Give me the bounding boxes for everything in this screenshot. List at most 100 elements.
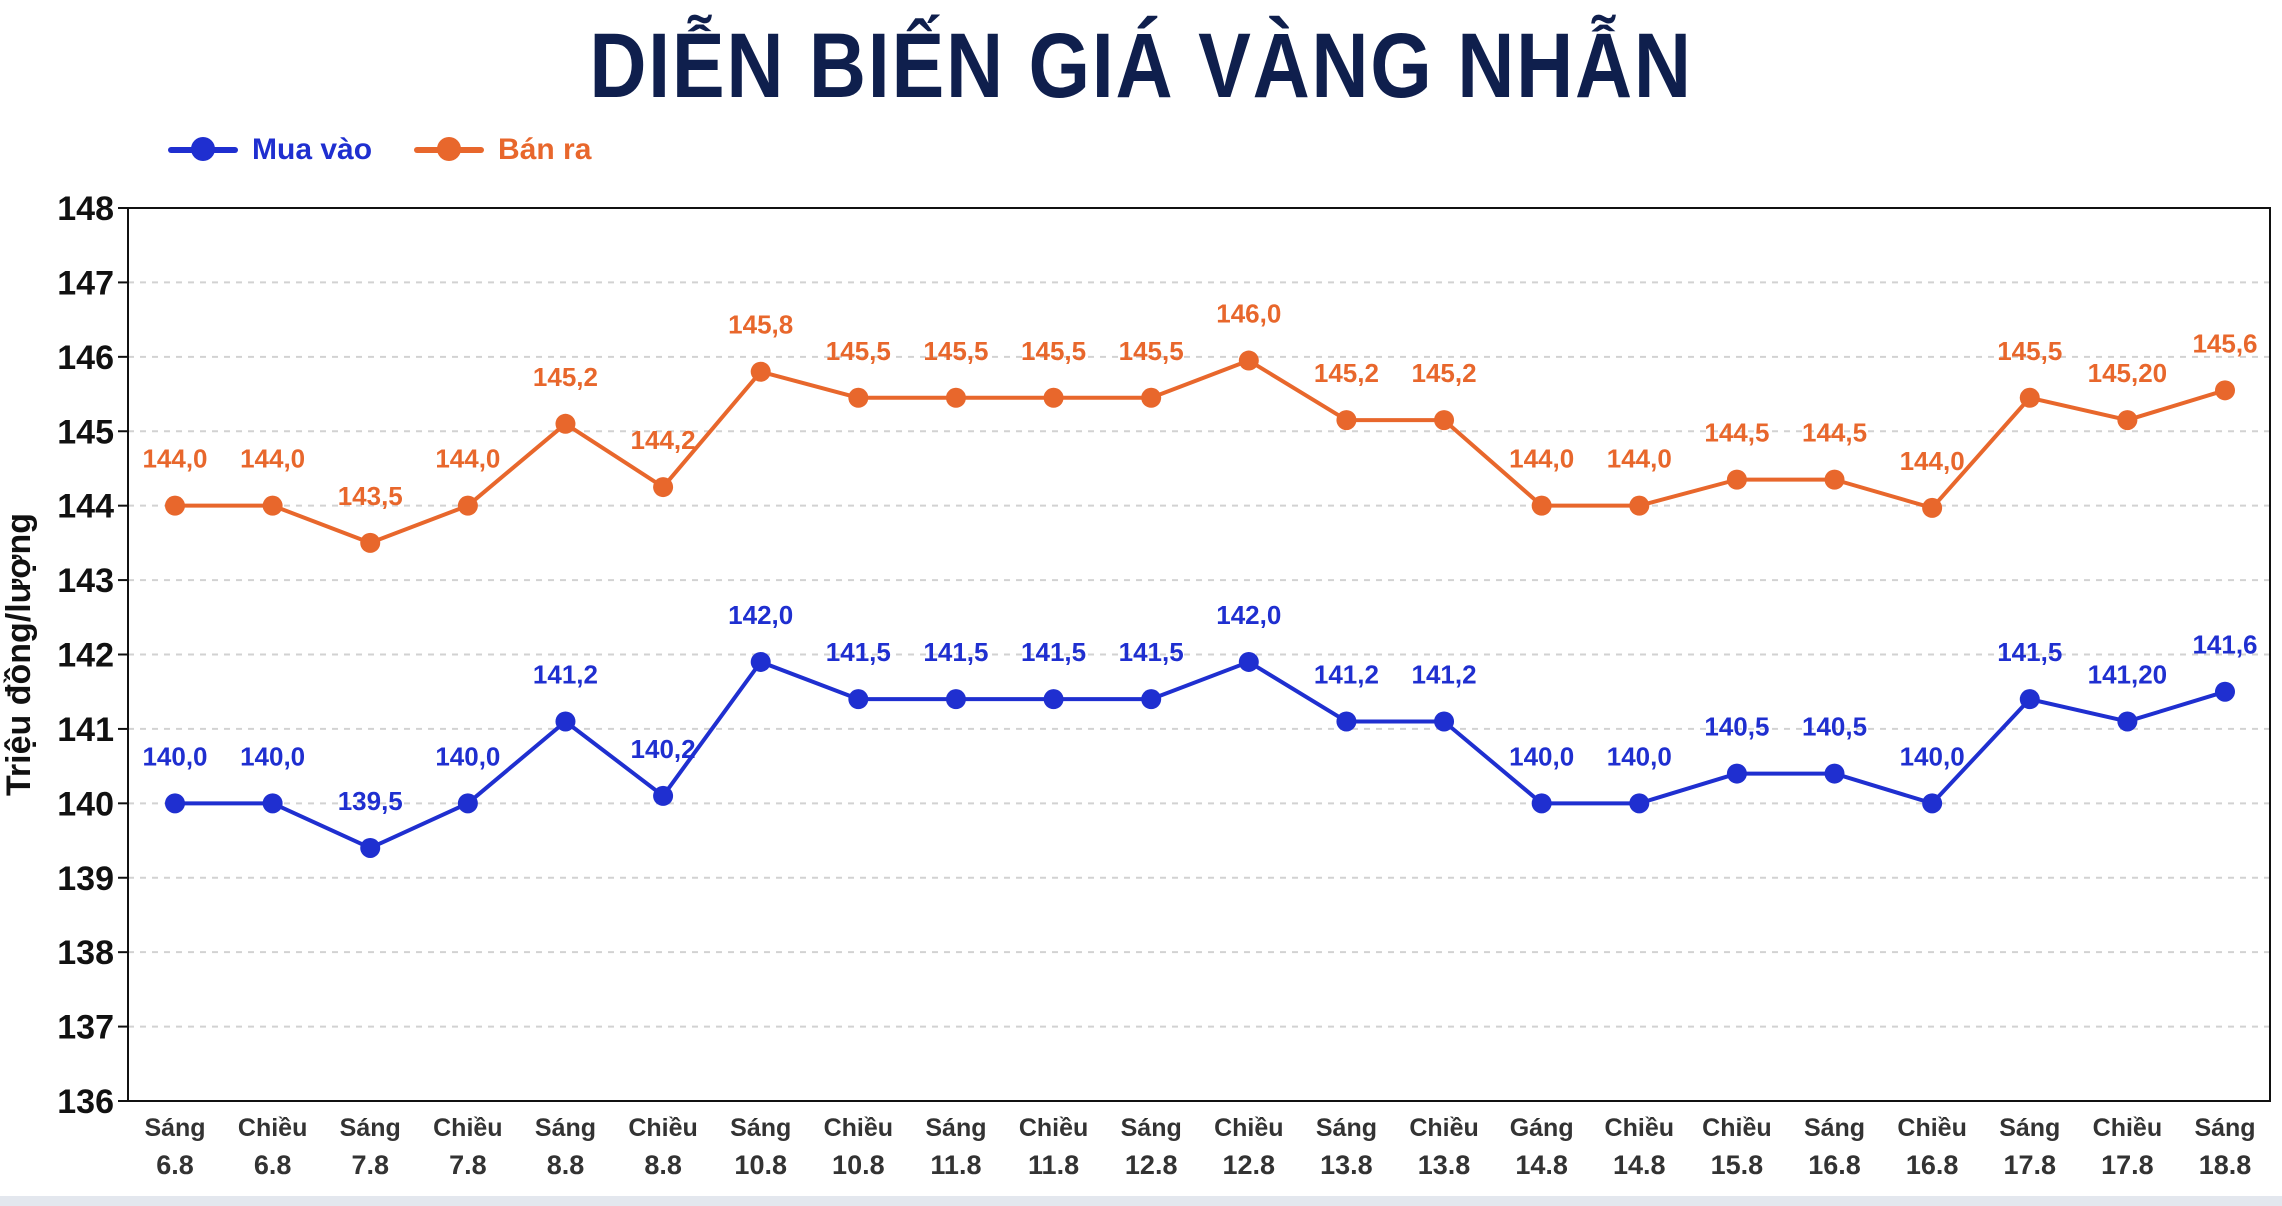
data-point xyxy=(2117,410,2138,431)
x-tick-label: Sáng xyxy=(925,1114,986,1142)
x-tick-label: Sáng xyxy=(1121,1114,1182,1142)
legend-swatch-sell xyxy=(414,137,485,161)
data-point xyxy=(2019,689,2040,710)
data-label: 145,5 xyxy=(1119,336,1184,366)
data-label: 140,0 xyxy=(1607,741,1672,771)
y-tick-label: 147 xyxy=(57,264,114,302)
data-label: 144,5 xyxy=(1704,418,1769,448)
data-point xyxy=(1726,469,1747,490)
y-tick-label: 141 xyxy=(57,711,114,749)
data-label: 144,0 xyxy=(435,444,500,474)
data-label: 140,0 xyxy=(435,741,500,771)
data-point xyxy=(1434,711,1455,732)
legend-item-sell: Bán ra xyxy=(414,133,591,167)
plot-frame xyxy=(127,207,2271,1102)
data-label: 144,0 xyxy=(1900,446,1965,476)
data-label: 141,5 xyxy=(826,637,891,667)
data-label: 145,2 xyxy=(533,362,598,392)
x-tick-label: Chiều xyxy=(628,1114,697,1142)
data-point xyxy=(945,387,966,408)
data-point xyxy=(555,711,576,732)
x-tick-label: 10.8 xyxy=(832,1150,885,1180)
y-tick-label: 148 xyxy=(57,190,114,228)
data-point xyxy=(262,495,283,516)
x-tick-label: Sáng xyxy=(144,1114,205,1142)
x-tick-label: Chiều xyxy=(824,1114,893,1142)
x-tick-label: Sáng xyxy=(535,1114,596,1142)
x-tick-label: Sáng xyxy=(1999,1114,2060,1142)
data-label: 140,5 xyxy=(1802,712,1867,742)
data-label: 141,2 xyxy=(533,659,598,689)
x-tick-label: Sáng xyxy=(2194,1114,2255,1142)
data-point xyxy=(555,413,576,434)
x-tick-label: Chiều xyxy=(238,1114,307,1142)
y-tick-label: 146 xyxy=(57,339,114,377)
x-tick-label: 6.8 xyxy=(254,1150,292,1180)
data-point xyxy=(1824,469,1845,490)
y-tick-label: 136 xyxy=(57,1083,114,1121)
x-tick-label: Gáng xyxy=(1510,1114,1574,1142)
x-tick-label: 18.8 xyxy=(2199,1150,2252,1180)
data-point xyxy=(1726,763,1747,784)
data-point xyxy=(1629,793,1650,814)
data-point xyxy=(1238,651,1259,672)
data-point xyxy=(360,837,381,858)
data-point xyxy=(2215,681,2235,702)
x-tick-label: 12.8 xyxy=(1223,1150,1276,1180)
x-tick-label: 13.8 xyxy=(1418,1150,1471,1180)
y-tick-label: 143 xyxy=(57,562,114,600)
data-point xyxy=(1824,763,1845,784)
x-tick-label: 11.8 xyxy=(930,1150,981,1180)
data-label: 145,5 xyxy=(1021,336,1086,366)
data-point xyxy=(457,793,478,814)
legend-item-buy: Mua vào xyxy=(168,133,372,167)
data-label: 141,5 xyxy=(1021,637,1086,667)
data-label: 141,5 xyxy=(1119,637,1184,667)
data-label: 143,5 xyxy=(338,481,403,511)
x-tick-label: Chiều xyxy=(433,1114,502,1142)
x-tick-label: Chiều xyxy=(1019,1114,1088,1142)
data-point xyxy=(653,785,674,806)
bottom-strip xyxy=(0,1196,2282,1206)
data-point xyxy=(1141,689,1162,710)
data-label: 140,5 xyxy=(1704,712,1769,742)
x-tick-label: 8.8 xyxy=(547,1150,585,1180)
data-label: 144,5 xyxy=(1802,418,1867,448)
legend-swatch-buy xyxy=(168,137,238,161)
data-point xyxy=(750,361,771,382)
data-point xyxy=(1043,387,1064,408)
x-tick-label: 10.8 xyxy=(734,1150,787,1180)
data-point xyxy=(1922,793,1943,814)
data-point xyxy=(1434,410,1455,431)
data-label: 145,5 xyxy=(923,336,988,366)
x-tick-label: 14.8 xyxy=(1613,1150,1666,1180)
data-point xyxy=(2117,711,2138,732)
x-tick-label: 16.8 xyxy=(1808,1150,1861,1180)
data-point xyxy=(165,793,185,814)
legend-label-sell: Bán ra xyxy=(498,133,592,166)
data-label: 145,5 xyxy=(826,336,891,366)
data-point xyxy=(945,689,966,710)
data-point xyxy=(2019,387,2040,408)
y-tick-label: 140 xyxy=(57,785,114,823)
data-point xyxy=(848,689,869,710)
data-label: 142,0 xyxy=(728,600,793,630)
y-axis-title: Triệu đồng/lượng xyxy=(0,513,38,796)
data-label: 140,0 xyxy=(1900,741,1965,771)
x-tick-label: 17.8 xyxy=(2003,1150,2056,1180)
x-tick-label: 13.8 xyxy=(1320,1150,1373,1180)
data-point xyxy=(2215,380,2235,401)
data-label: 140,0 xyxy=(142,741,207,771)
data-point xyxy=(262,793,283,814)
data-point xyxy=(1336,410,1357,431)
data-label: 144,2 xyxy=(631,425,696,455)
data-label: 139,5 xyxy=(338,786,403,816)
x-tick-label: 8.8 xyxy=(644,1150,682,1180)
data-point xyxy=(1238,350,1259,371)
x-tick-label: 14.8 xyxy=(1515,1150,1568,1180)
x-tick-label: Chiều xyxy=(2093,1114,2162,1142)
data-label: 144,0 xyxy=(1509,444,1574,474)
data-point xyxy=(1531,793,1552,814)
data-point xyxy=(750,651,771,672)
